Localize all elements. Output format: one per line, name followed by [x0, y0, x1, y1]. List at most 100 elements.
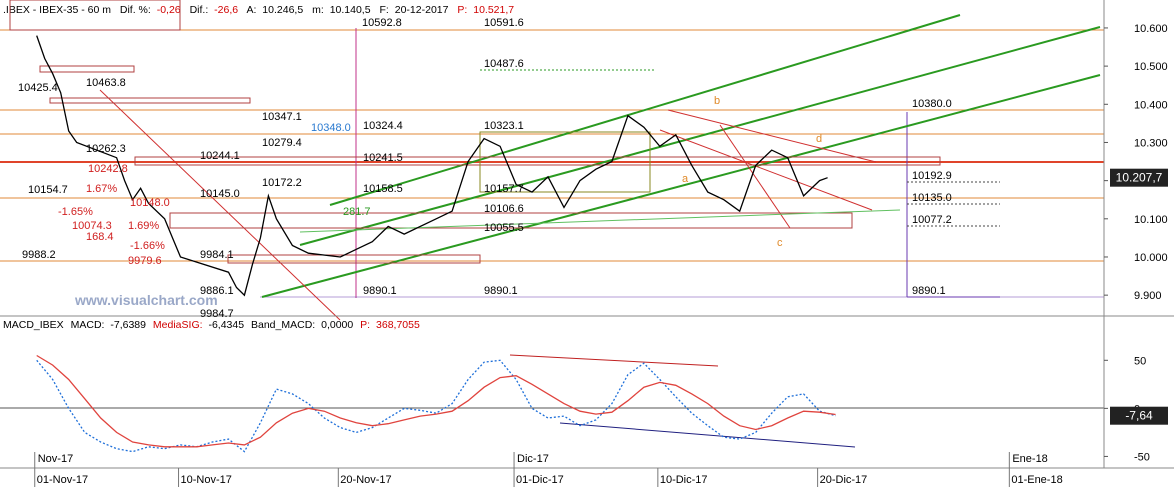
x-tick-label: 01-Nov-17 — [37, 474, 88, 486]
label: Dif. %: — [120, 4, 151, 16]
macd-header: MACD_IBEX MACD: -7,6389 MediaSIG: -6,434… — [3, 319, 420, 331]
annotation: 10347.1 — [262, 111, 302, 123]
annotation: 10192.9 — [912, 170, 952, 182]
x-tick-label: 10-Dic-17 — [660, 474, 708, 486]
value: -26,6 — [214, 4, 238, 16]
annotation: 10591.6 — [484, 17, 524, 29]
value: 10.246,5 — [262, 4, 303, 16]
annotation: 10145.0 — [200, 188, 240, 200]
macd-trend-line — [559, 422, 856, 448]
trend-line — [719, 124, 791, 229]
label: MACD: — [71, 319, 105, 331]
watermark: www.visualchart.com — [74, 292, 218, 308]
annotation: 10262.3 — [86, 143, 126, 155]
label: MACD_IBEX — [3, 319, 64, 331]
annotation: a — [682, 173, 689, 185]
trend-line — [667, 109, 877, 163]
value: 10.140,5 — [330, 4, 371, 16]
annotation: 10592.8 — [362, 17, 402, 29]
header: .IBEX - IBEX-35 - 60 m Dif. %: -0,26 Dif… — [3, 4, 514, 16]
value: 368,7055 — [376, 319, 420, 331]
annotation: 1.69% — [128, 220, 159, 232]
annotation: 10077.2 — [912, 214, 952, 226]
value: -0,26 — [157, 4, 181, 16]
x-tick-label: Dic-17 — [517, 453, 549, 465]
label: Band_MACD: — [251, 319, 315, 331]
annotation: 10106.6 — [484, 203, 524, 215]
annotation: 10074.3 — [72, 220, 112, 232]
annotation: 10157.7 — [484, 183, 524, 195]
channel-line — [261, 74, 1101, 298]
macd-trend-line — [509, 354, 719, 367]
annotation: 9988.2 — [22, 249, 56, 261]
y-tick-label: 10.500 — [1134, 61, 1168, 73]
last-value-box — [1110, 406, 1168, 425]
annotation: 10323.1 — [484, 120, 524, 132]
zone-box — [169, 212, 853, 229]
annotation: 9890.1 — [484, 285, 518, 297]
last-value-label: -7,64 — [1125, 409, 1153, 423]
annotation: 9886.1 — [200, 285, 234, 297]
annotation: 10154.7 — [28, 184, 68, 196]
zone-box — [479, 131, 651, 193]
trend-line — [299, 209, 901, 233]
value: 0,0000 — [321, 319, 353, 331]
annotation: -1.66% — [130, 240, 165, 252]
y-tick-label: 10.300 — [1134, 137, 1168, 149]
y-tick-label: 10.100 — [1134, 214, 1168, 226]
annotation: 10324.4 — [363, 120, 403, 132]
label: A: — [246, 4, 256, 16]
y-tick-label: 10.600 — [1134, 23, 1168, 35]
x-tick-label: 10-Nov-17 — [181, 474, 232, 486]
annotation: b — [714, 95, 720, 107]
value: 10.521,7 — [473, 4, 514, 16]
label: P: — [360, 319, 370, 331]
annotation: 9890.1 — [912, 285, 946, 297]
value: 20-12-2017 — [395, 4, 449, 16]
x-tick-label: 20-Nov-17 — [340, 474, 391, 486]
trend-line — [659, 129, 873, 211]
zone-box — [134, 156, 941, 166]
annotation: 10242.8 — [88, 163, 128, 175]
last-value-label: 10.207,7 — [1116, 171, 1163, 185]
annotation: 10135.0 — [912, 192, 952, 204]
symbol: .IBEX - IBEX-35 - 60 m — [3, 4, 111, 16]
label: F: — [379, 4, 388, 16]
label: P: — [457, 4, 467, 16]
annotation: 9979.6 — [128, 255, 162, 267]
annotation: 10244.1 — [200, 150, 240, 162]
x-tick-label: 20-Dic-17 — [820, 474, 868, 486]
label: m: — [312, 4, 324, 16]
annotation: 281.7 — [343, 206, 371, 218]
y-tick-label: 9.900 — [1134, 290, 1162, 302]
annotation: 10463.8 — [86, 77, 126, 89]
label: MediaSIG: — [153, 319, 203, 331]
annotation: 9984.7 — [200, 308, 234, 320]
annotation: 10148.0 — [130, 197, 170, 209]
annotation: c — [777, 237, 783, 249]
annotation: 10172.2 — [262, 177, 302, 189]
label: Dif.: — [190, 4, 209, 16]
annotation: 10380.0 — [912, 98, 952, 110]
annotation: 1.67% — [86, 183, 117, 195]
x-tick-label: 01-Ene-18 — [1011, 474, 1062, 486]
annotation: 10487.6 — [484, 58, 524, 70]
annotation: 10158.5 — [363, 183, 403, 195]
value: -7,6389 — [110, 319, 146, 331]
zone-box — [9, 0, 181, 31]
annotation: 168.4 — [86, 231, 114, 243]
annotation: 10241.5 — [363, 152, 403, 164]
channel-line — [329, 14, 961, 206]
zone-box — [49, 97, 251, 104]
y-tick-label: 10.400 — [1134, 99, 1168, 111]
trend-line — [99, 89, 341, 321]
annotation: 10279.4 — [262, 137, 302, 149]
annotation: 9984.1 — [200, 249, 234, 261]
last-value-box — [1110, 168, 1168, 187]
value: -6,4345 — [208, 319, 244, 331]
x-tick-label: Nov-17 — [38, 453, 73, 465]
line-series — [36, 35, 828, 297]
line-series — [36, 354, 836, 448]
